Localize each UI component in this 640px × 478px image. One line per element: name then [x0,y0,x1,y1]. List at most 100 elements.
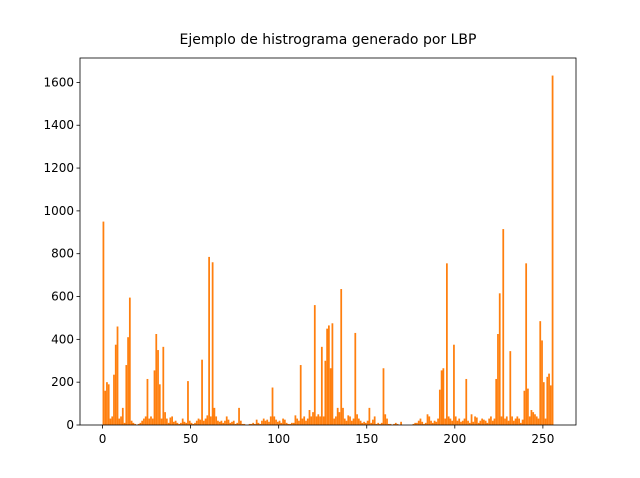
bar [329,368,332,425]
bar [294,415,297,425]
bar [144,416,147,425]
bar [208,256,210,425]
bar [324,360,327,425]
bar [546,376,549,425]
bar [194,422,196,425]
bar [303,416,306,425]
bar [289,423,292,425]
bar [542,382,545,425]
bar [458,418,461,425]
bar [148,418,151,425]
bar [490,416,492,425]
bar [359,420,362,425]
x-tick-label: 250 [531,432,554,446]
bar [328,325,330,425]
bar [151,418,154,425]
bar [512,420,515,425]
bar [535,416,538,425]
bar [502,229,505,425]
bar [431,422,434,425]
bar [372,419,374,425]
bar [266,419,269,425]
bar [527,388,529,425]
bar [500,416,503,425]
x-tick-label: 100 [267,432,290,446]
bar [453,344,455,425]
bar [243,423,246,425]
bar [468,422,471,425]
bar [528,416,531,425]
bar [310,416,313,425]
bar [465,378,468,425]
bar [278,420,281,425]
bar [444,418,447,425]
bar [544,418,547,425]
bar [460,421,462,425]
bar [264,420,267,425]
bar [412,423,415,425]
bar [239,420,242,425]
y-tick-label: 1200 [43,161,74,175]
bar [107,384,110,425]
bar [394,422,397,425]
bar [417,420,420,425]
bar [273,416,276,425]
bar [438,389,441,425]
bar [481,418,483,425]
bar [291,422,293,425]
bar [451,420,454,425]
bar [132,422,135,425]
bar [424,422,427,425]
bar [345,420,348,425]
bar [188,420,191,425]
y-tick-label: 400 [51,332,74,346]
bar [158,384,161,425]
bar [440,370,443,425]
bar [185,422,188,425]
bar [275,419,277,425]
bar [532,412,535,425]
bar [123,422,126,425]
bar [389,423,392,425]
bar [192,423,195,425]
bar [498,293,501,425]
bar [486,422,489,425]
bar [150,416,152,425]
bar [225,416,228,425]
bar [276,421,279,425]
bar [155,333,158,425]
bar [350,420,353,425]
bar [335,416,337,425]
bar [518,418,520,425]
bar [352,418,355,425]
bar [280,422,283,425]
bar [497,333,499,425]
bar [333,418,336,425]
bar [472,421,475,425]
bar [317,414,320,425]
bar [259,423,262,425]
bar [320,346,323,425]
bar [338,412,341,425]
bar [130,420,133,425]
bar [128,297,131,425]
bar [548,373,550,425]
bar [428,416,431,425]
x-tick-label: 0 [99,432,107,446]
bar [137,423,140,425]
bar [248,423,251,425]
bar [250,423,253,425]
bar [493,418,496,425]
bar [299,365,302,425]
bar [511,416,513,425]
bar [530,410,533,425]
bar [164,412,166,425]
bar [271,387,274,425]
bar [165,418,168,425]
bar [262,418,265,425]
bar [174,420,177,425]
bar [153,370,156,425]
bar [331,323,334,425]
bar [435,421,438,425]
